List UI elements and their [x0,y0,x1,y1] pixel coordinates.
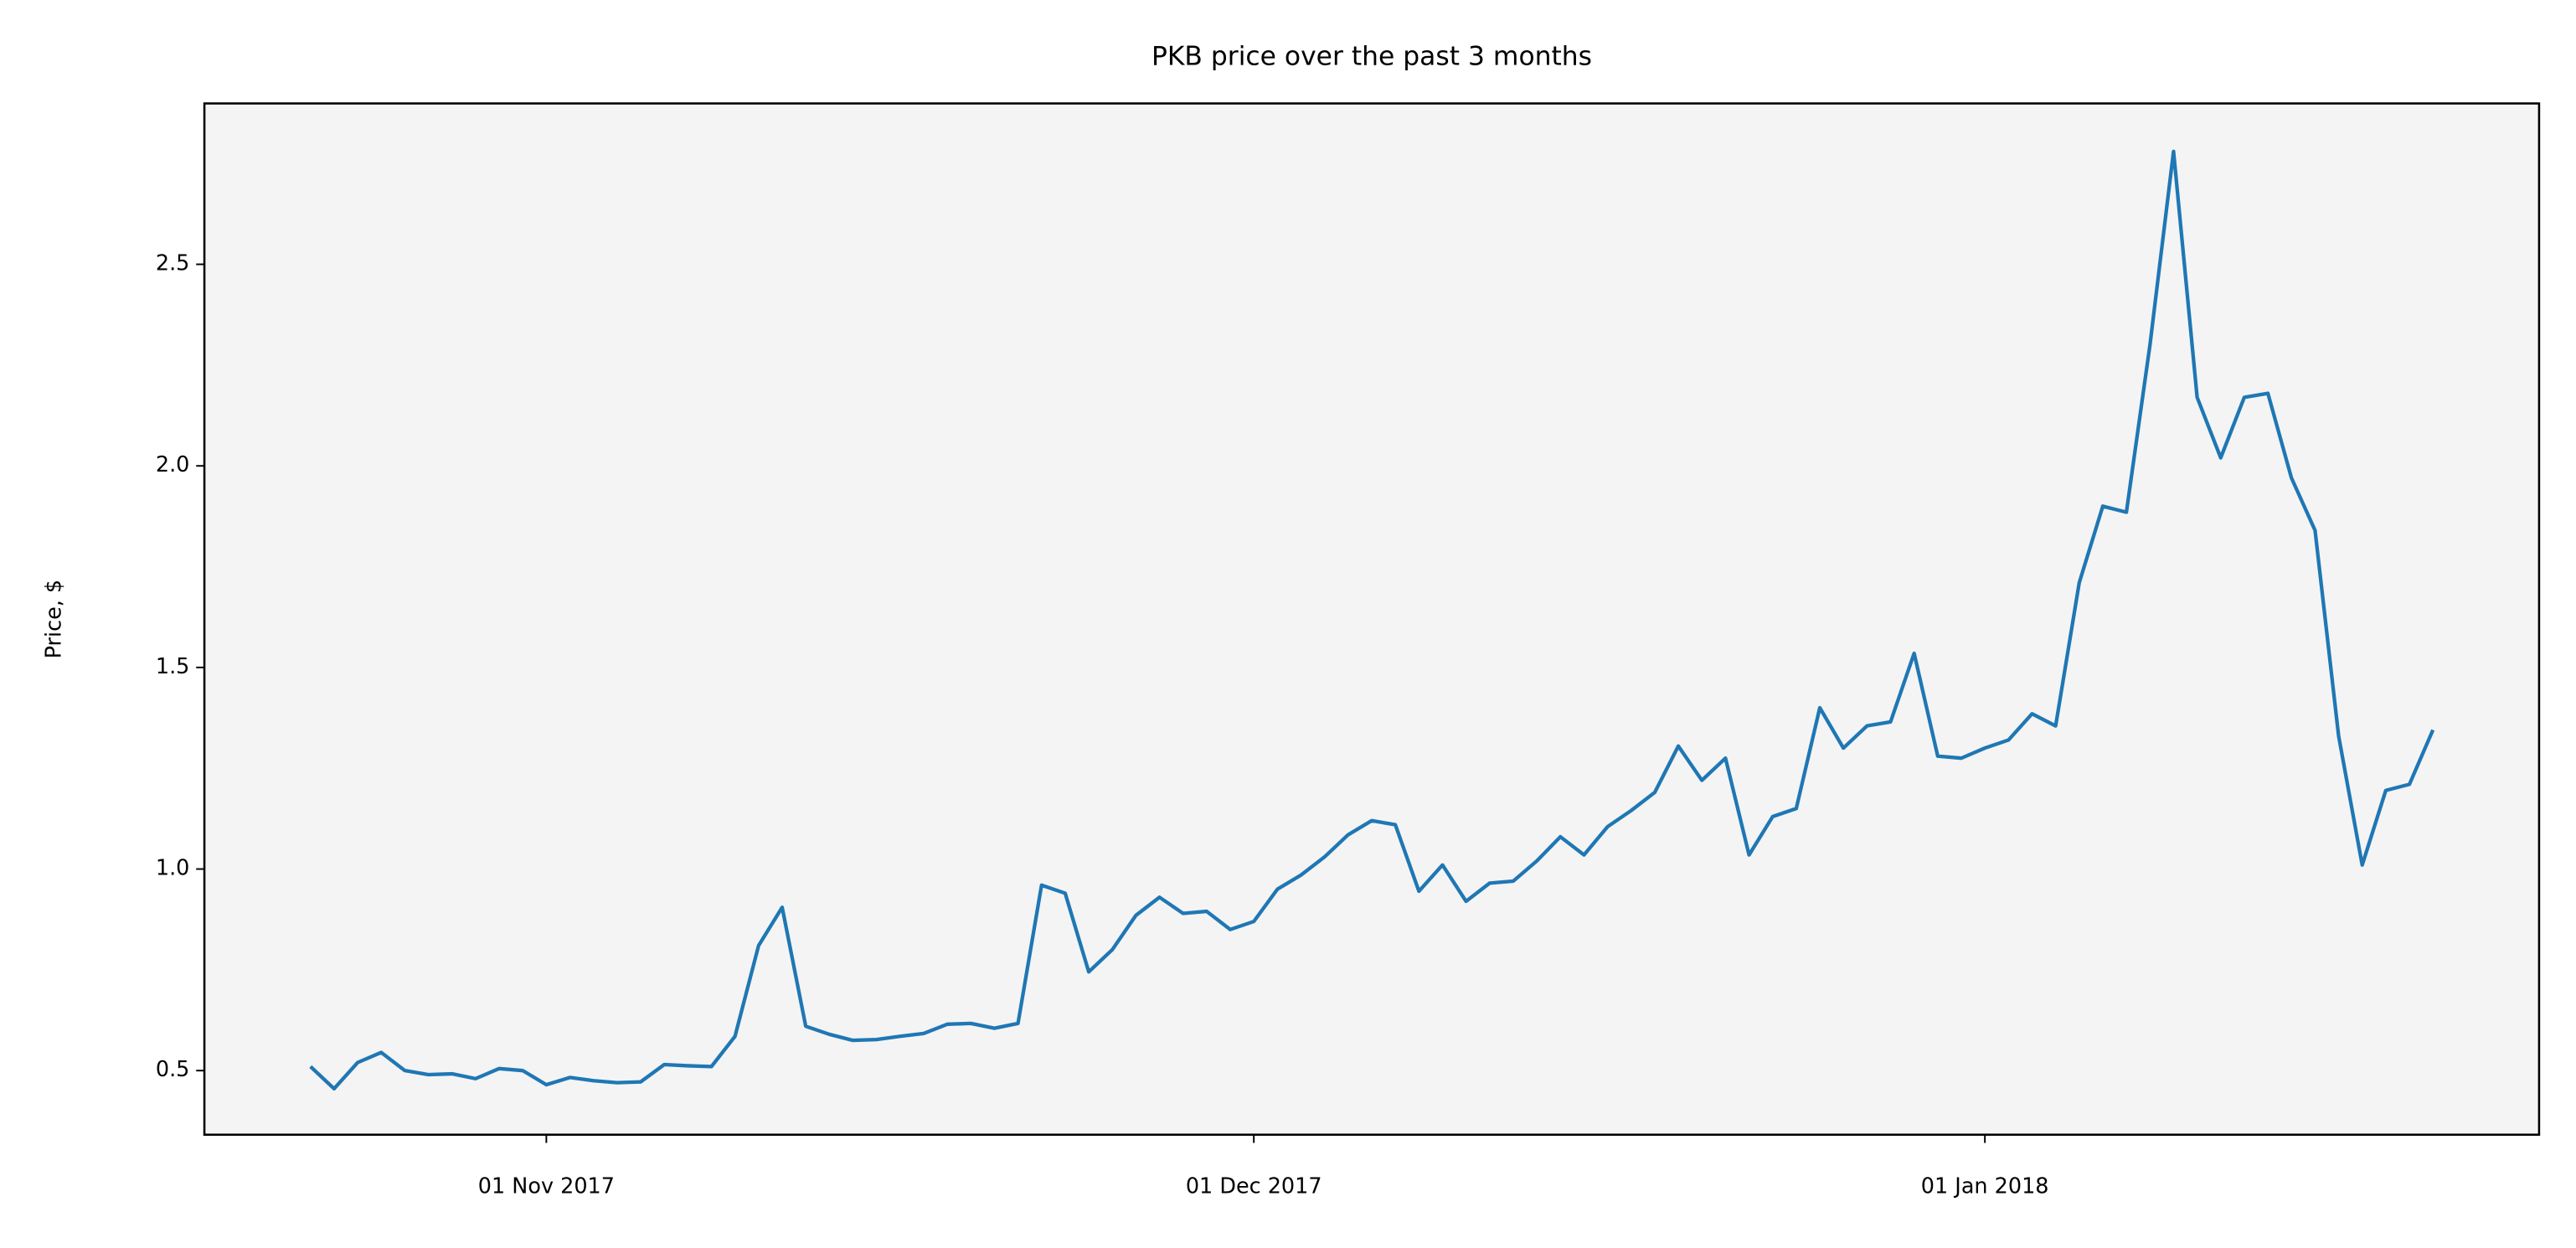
x-tick-label: 01 Dec 2017 [1186,1173,1322,1199]
x-tick-label: 01 Jan 2018 [1921,1173,2049,1199]
price-line [309,149,2435,1091]
plot-area [204,103,2539,1135]
chart-title: PKB price over the past 3 months [1151,42,1592,72]
y-tick-label: 2.0 [156,452,190,477]
y-tick-label: 1.5 [156,654,190,679]
y-axis-label: Price, $ [42,580,67,659]
y-tick-label: 0.5 [156,1057,190,1082]
y-tick-label: 1.0 [156,856,190,881]
plot-frame [203,102,2541,1136]
y-tick-label: 2.5 [156,251,190,276]
x-tick-label: 01 Nov 2017 [478,1173,615,1199]
